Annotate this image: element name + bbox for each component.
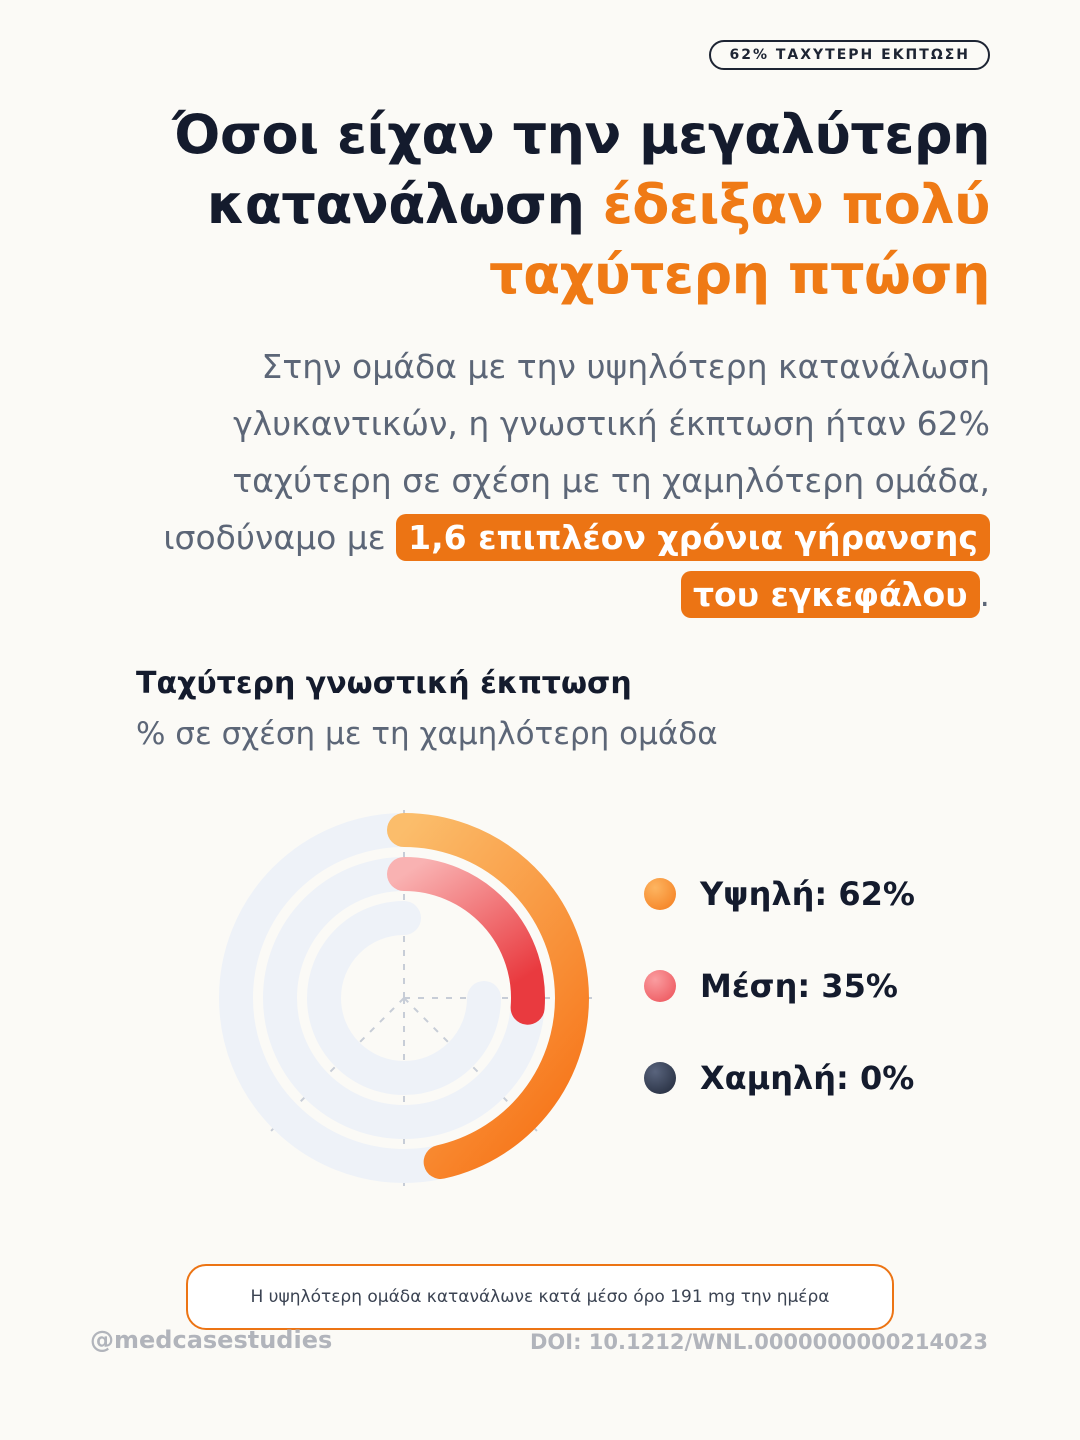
chart-legend: Υψηλή: 62% Μέση: 35% Χαμηλή: 0% (644, 862, 915, 1138)
headline-accent-2: ταχύτερη πτώση (489, 243, 990, 306)
chart-title: Ταχύτερη γνωστική έκπτωση (136, 666, 632, 701)
doi-reference: DOI: 10.1212/WNL.0000000000214023 (529, 1330, 988, 1354)
legend-item-medium: Μέση: 35% (644, 954, 915, 1018)
lede-end: . (979, 575, 991, 614)
footnote-text: Η υψηλότερη ομάδα κατανάλωνε κατά μέσο ό… (250, 1287, 830, 1307)
legend-dot-low (644, 1062, 676, 1094)
headline-line-2: κατανάλωση (206, 173, 603, 236)
chart-grid-spoke-4 (265, 997, 405, 1137)
legend-dot-high (644, 878, 676, 910)
legend-label-high: Υψηλή: 62% (700, 875, 915, 913)
chart-bar-0 (387, 813, 589, 1179)
chart-grid-spoke-2 (403, 997, 543, 1137)
chart-track-0 (219, 813, 589, 1183)
lede-paragraph: Στην ομάδα με την υψηλότερη κατανάλωση γ… (110, 338, 990, 623)
lede-highlight: 1,6 επιπλέον χρόνια γήρανσης του εγκεφάλ… (396, 514, 990, 618)
chart-track-1 (263, 857, 545, 1139)
lede-text: Στην ομάδα με την υψηλότερη κατανάλωση γ… (163, 347, 990, 557)
chart-subtitle: % σε σχέση με τη χαμηλότερη ομάδα (136, 716, 718, 752)
legend-label-medium: Μέση: 35% (700, 967, 898, 1005)
chart-bar-1 (387, 857, 545, 1025)
headline-line-1: Όσοι είχαν την μεγαλύτερη (172, 103, 990, 166)
chart-track-2 (307, 901, 501, 1095)
legend-dot-medium (644, 970, 676, 1002)
headline-badge: 62% ΤΑΧΥΤΕΡΗ ΕΚΠΤΩΣΗ (709, 40, 990, 70)
legend-label-low: Χαμηλή: 0% (700, 1059, 915, 1097)
headline-accent-1: έδειξαν πολύ (602, 173, 991, 236)
author-handle: @medcasestudies (90, 1326, 333, 1354)
legend-item-low: Χαμηλή: 0% (644, 1046, 915, 1110)
footnote-box: Η υψηλότερη ομάδα κατανάλωνε κατά μέσο ό… (186, 1264, 894, 1330)
legend-item-high: Υψηλή: 62% (644, 862, 915, 926)
headline: Όσοι είχαν την μεγαλύτερη κατανάλωση έδε… (90, 100, 990, 310)
